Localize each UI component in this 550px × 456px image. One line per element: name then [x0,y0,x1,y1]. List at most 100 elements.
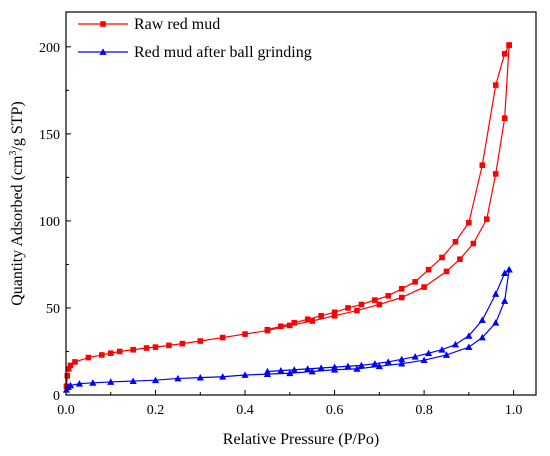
data-point [470,240,477,247]
data-point [501,115,508,121]
x-axis-title: Relative Pressure (P/Po) [223,431,379,448]
data-point [67,362,74,369]
data-point [344,362,352,370]
data-point [179,340,186,347]
data-point [287,322,293,329]
data-point [354,307,360,314]
data-point [99,352,105,358]
data-point [371,360,379,367]
y-axis-title-part1: Quantity Adsorbed (cm [9,155,26,306]
data-point [152,344,159,350]
ticks-layer: 0.0 0.2 0.4 0.6 0.8 1.0 0 50 100 150 200 [39,41,522,418]
series-raw-red-mud [63,42,512,390]
data-point [331,309,338,316]
data-point [501,50,508,57]
data-point [304,316,311,323]
data-point [358,301,365,308]
data-point [457,256,463,263]
adsorption-line [65,45,510,387]
data-point [451,340,460,348]
data-point [65,366,72,372]
data-point [376,301,383,308]
data-point [107,350,114,357]
data-point [263,367,272,375]
data-point [196,373,204,381]
data-point [317,364,325,371]
x-tick-label: 1.0 [505,403,523,418]
data-point [478,333,486,341]
data-point [466,219,472,226]
data-point [304,365,312,372]
data-point [465,332,473,339]
data-point [75,380,84,387]
data-point [197,338,204,344]
legend-marker [100,21,106,27]
data-point [219,334,226,341]
data-point [384,358,392,365]
data-point [483,216,490,222]
data-point [89,379,97,386]
data-point [85,354,92,361]
desorption-line [267,44,510,331]
data-point [439,254,445,261]
data-point [72,359,78,365]
data-point [465,343,473,351]
data-point [478,316,486,324]
data-point [425,266,432,273]
data-point [151,376,160,384]
data-point [116,348,123,355]
y-axis-title-superscript: 3 [8,151,19,156]
adsorption-line [65,269,510,391]
data-point [372,297,378,303]
data-point [242,331,248,337]
x-tick-label: 0.8 [415,403,433,418]
data-point [492,82,499,88]
data-point [492,171,499,177]
data-point [330,363,339,371]
data-point [479,162,486,168]
data-point [421,284,427,290]
plot-frame [65,11,537,396]
data-point [385,292,392,299]
data-point [345,305,351,311]
data-point [398,360,406,367]
data-point [501,269,509,277]
data-point [353,365,361,372]
data-point [506,42,512,48]
legend-marker [99,48,107,55]
series-ball-ground-red-mud [62,266,513,393]
y-tick-label: 200 [39,41,60,56]
data-point [412,279,418,285]
data-point [241,371,249,378]
data-point [66,381,75,389]
y-tick-label: 0 [53,389,60,404]
data-point [442,351,451,358]
y-axis-title: Quantity Adsorbed (cm3/g STP) [8,101,26,306]
data-point [375,362,383,370]
data-point [277,367,285,374]
data-point [411,353,419,360]
data-point [331,312,338,319]
data-point [501,297,509,304]
data-point [443,268,450,275]
x-tick-label: 0.2 [147,403,165,418]
data-point [398,355,406,363]
data-point [420,356,428,364]
data-point [505,266,513,273]
data-point [264,326,271,333]
data-point [309,318,315,324]
data-point [290,366,298,373]
data-point [291,319,298,326]
y-tick-label: 50 [46,302,60,317]
data-point [308,367,316,375]
data-point [129,377,137,384]
x-tick-label: 0.6 [326,403,344,418]
data-point [278,323,284,330]
data-point [64,373,71,379]
x-tick-label: 0.0 [57,403,75,418]
y-tick-label: 100 [39,215,60,230]
data-point [174,374,182,382]
data-point [438,346,446,353]
data-point [130,346,136,353]
